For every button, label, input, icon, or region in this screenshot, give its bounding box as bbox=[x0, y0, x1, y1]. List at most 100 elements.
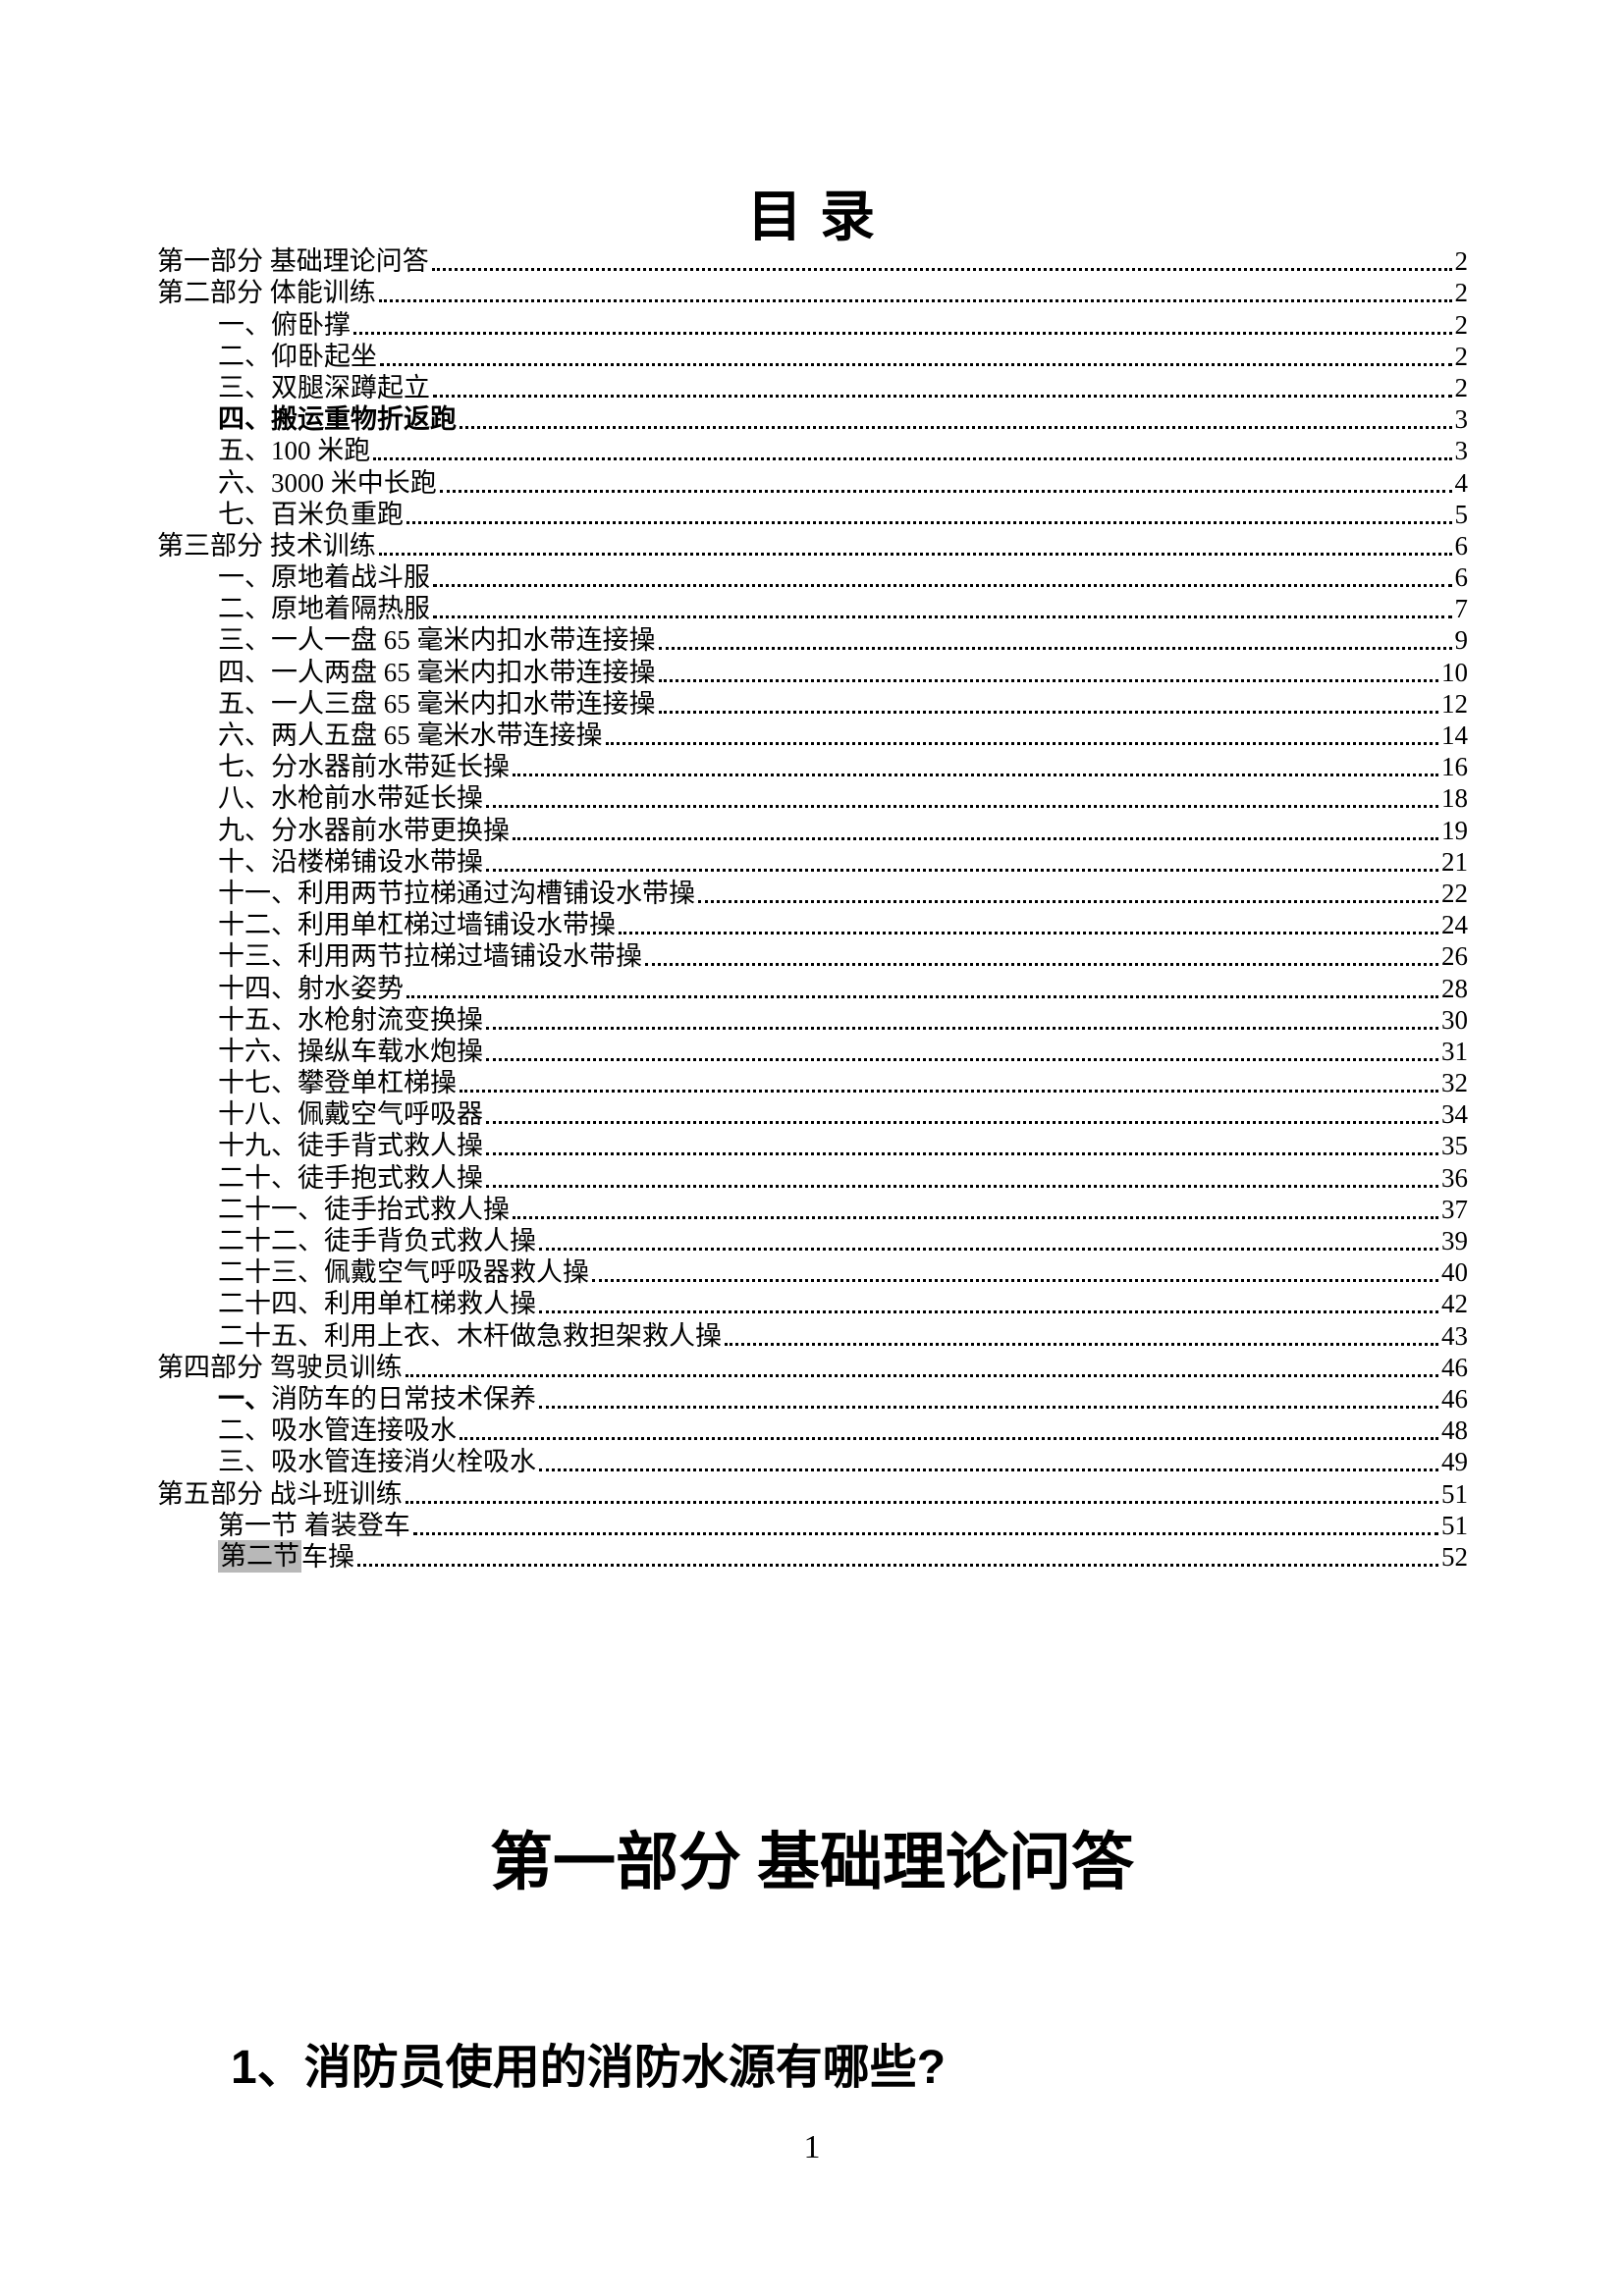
toc-entry[interactable]: 三、吸水管连接消火栓吸水 49 bbox=[157, 1446, 1468, 1477]
toc-entry-page-number: 2 bbox=[1454, 309, 1469, 340]
toc-entry[interactable]: 八、水枪前水带延长操 18 bbox=[157, 782, 1468, 814]
toc-dot-leader bbox=[486, 868, 1438, 872]
toc-entry[interactable]: 四、一人两盘 65 毫米内扣水带连接操 10 bbox=[157, 656, 1468, 687]
toc-dot-leader bbox=[460, 1089, 1438, 1094]
toc-entry[interactable]: 二十、徒手抱式救人操 36 bbox=[157, 1161, 1468, 1193]
toc-entry[interactable]: 第二节 车操 52 bbox=[157, 1539, 1468, 1573]
toc-entry[interactable]: 十九、徒手背式救人操 35 bbox=[157, 1130, 1468, 1161]
toc-entry[interactable]: 二十一、徒手抬式救人操 37 bbox=[157, 1194, 1468, 1225]
toc-dot-leader bbox=[592, 1278, 1438, 1283]
toc-entry-page-number: 3 bbox=[1454, 404, 1469, 435]
toc-entry[interactable]: 二十三、佩戴空气呼吸器救人操 40 bbox=[157, 1256, 1468, 1288]
toc-entry-label: 九、分水器前水带更换操 bbox=[218, 815, 510, 845]
toc-entry-label: 车操 bbox=[301, 1541, 354, 1572]
toc-entry-label: 一、原地着战斗服 bbox=[218, 562, 430, 593]
toc-entry-prefix: 一、 bbox=[218, 1383, 271, 1414]
toc-entry-page-number: 24 bbox=[1441, 910, 1468, 940]
toc-dot-leader bbox=[433, 614, 1452, 619]
toc-entry-label: 十九、徒手背式救人操 bbox=[218, 1131, 483, 1161]
toc-entry[interactable]: 二、仰卧起坐 2 bbox=[157, 341, 1468, 372]
toc-dot-leader bbox=[380, 362, 1452, 366]
toc-entry[interactable]: 一、原地着战斗服 6 bbox=[157, 561, 1468, 593]
toc-entry[interactable]: 三、双腿深蹲起立 2 bbox=[157, 372, 1468, 403]
toc-dot-leader bbox=[486, 1120, 1438, 1125]
toc-dot-leader bbox=[373, 456, 1452, 461]
toc-entry[interactable]: 一、 消防车的日常技术保养 46 bbox=[157, 1383, 1468, 1415]
toc-entry[interactable]: 二、原地着隔热服 7 bbox=[157, 593, 1468, 624]
toc-entry-label: 第五部分 战斗班训练 bbox=[157, 1478, 403, 1509]
toc-entry[interactable]: 一、俯卧撑 2 bbox=[157, 308, 1468, 340]
toc-entry-page-number: 46 bbox=[1441, 1352, 1468, 1382]
toc-entry-page-number: 28 bbox=[1441, 973, 1468, 1003]
toc-entry[interactable]: 第一节 着装登车 51 bbox=[157, 1510, 1468, 1541]
toc-entry-label: 第一节 着装登车 bbox=[218, 1510, 410, 1540]
toc-entry[interactable]: 十六、操纵车载水炮操 31 bbox=[157, 1036, 1468, 1067]
toc-entry[interactable]: 第四部分 驾驶员训练 46 bbox=[157, 1352, 1468, 1383]
toc-entry-page-number: 18 bbox=[1441, 783, 1468, 814]
toc-entry[interactable]: 四、搬运重物折返跑 3 bbox=[157, 403, 1468, 435]
toc-entry-page-number: 19 bbox=[1441, 815, 1468, 845]
toc-entry[interactable]: 十、沿楼梯铺设水带操 21 bbox=[157, 846, 1468, 878]
toc-entry-label: 二、仰卧起坐 bbox=[218, 341, 377, 371]
toc-entry-label: 二、原地着隔热服 bbox=[218, 594, 430, 624]
toc-entry[interactable]: 七、分水器前水带延长操 16 bbox=[157, 751, 1468, 782]
toc-entry-label: 二、吸水管连接吸水 bbox=[218, 1415, 457, 1446]
toc-entry-page-number: 30 bbox=[1441, 1004, 1468, 1035]
toc-entry-label: 三、双腿深蹲起立 bbox=[218, 372, 430, 402]
toc-entry-page-number: 32 bbox=[1441, 1068, 1468, 1098]
toc-entry-label: 三、吸水管连接消火栓吸水 bbox=[218, 1447, 536, 1477]
toc-entry[interactable]: 二十五、利用上衣、木杆做急救担架救人操 43 bbox=[157, 1319, 1468, 1351]
toc-entry[interactable]: 二十四、利用单杠梯救人操 42 bbox=[157, 1288, 1468, 1319]
toc-entry[interactable]: 第五部分 战斗班训练 51 bbox=[157, 1477, 1468, 1509]
toc-entry-page-number: 35 bbox=[1441, 1131, 1468, 1161]
toc-entry-label: 十五、水枪射流变换操 bbox=[218, 1004, 483, 1035]
section-heading: 第一部分 基础理论问答 bbox=[490, 1828, 1134, 1897]
toc-dot-leader bbox=[406, 994, 1438, 998]
toc-entry-label: 五、100 米跑 bbox=[218, 436, 371, 466]
toc-entry[interactable]: 二、吸水管连接吸水 48 bbox=[157, 1415, 1468, 1446]
toc-entry[interactable]: 十四、射水姿势 28 bbox=[157, 972, 1468, 1003]
toc-entry-label: 二十四、利用单杠梯救人操 bbox=[218, 1289, 536, 1319]
toc-dot-leader bbox=[539, 1309, 1438, 1314]
toc-entry-label: 七、分水器前水带延长操 bbox=[218, 752, 510, 782]
table-of-contents: 第一部分 基础理论问答 2 第二部分 体能训练 2 一、俯卧撑 2 二、仰卧起坐… bbox=[157, 245, 1468, 1573]
toc-entry[interactable]: 第一部分 基础理论问答 2 bbox=[157, 245, 1468, 277]
toc-entry[interactable]: 十七、攀登单杠梯操 32 bbox=[157, 1067, 1468, 1098]
toc-dot-leader bbox=[378, 298, 1452, 303]
toc-entry[interactable]: 第三部分 技术训练 6 bbox=[157, 530, 1468, 561]
toc-entry[interactable]: 十一、利用两节拉梯通过沟槽铺设水带操 22 bbox=[157, 878, 1468, 909]
toc-entry-page-number: 26 bbox=[1441, 941, 1468, 972]
toc-entry[interactable]: 十八、佩戴空气呼吸器 34 bbox=[157, 1098, 1468, 1130]
toc-entry-label: 第三部分 技术训练 bbox=[157, 530, 376, 561]
toc-entry-page-number: 52 bbox=[1441, 1541, 1468, 1572]
toc-entry[interactable]: 十三、利用两节拉梯过墙铺设水带操 26 bbox=[157, 940, 1468, 972]
toc-entry-page-number: 42 bbox=[1441, 1289, 1468, 1319]
toc-entry[interactable]: 第二部分 体能训练 2 bbox=[157, 277, 1468, 308]
toc-dot-leader bbox=[605, 741, 1438, 745]
toc-entry[interactable]: 十五、水枪射流变换操 30 bbox=[157, 1004, 1468, 1036]
toc-entry[interactable]: 十二、利用单杠梯过墙铺设水带操 24 bbox=[157, 909, 1468, 940]
toc-entry-label: 二十二、徒手背负式救人操 bbox=[218, 1226, 536, 1255]
toc-entry-label: 六、两人五盘 65 毫米水带连接操 bbox=[218, 721, 603, 750]
toc-entry[interactable]: 六、两人五盘 65 毫米水带连接操 14 bbox=[157, 720, 1468, 751]
toc-entry-label: 一、俯卧撑 bbox=[218, 309, 351, 340]
toc-entry-label: 五、一人三盘 65 毫米内扣水带连接操 bbox=[218, 688, 656, 719]
toc-entry-label: 六、3000 米中长跑 bbox=[218, 467, 437, 498]
toc-entry[interactable]: 九、分水器前水带更换操 19 bbox=[157, 814, 1468, 845]
toc-entry-page-number: 2 bbox=[1454, 341, 1469, 371]
toc-entry-page-number: 2 bbox=[1454, 246, 1469, 277]
toc-entry[interactable]: 五、100 米跑 3 bbox=[157, 435, 1468, 466]
toc-entry[interactable]: 五、一人三盘 65 毫米内扣水带连接操 12 bbox=[157, 688, 1468, 720]
toc-entry-page-number: 51 bbox=[1441, 1510, 1468, 1540]
toc-entry-label: 七、百米负重跑 bbox=[218, 499, 404, 529]
toc-entry[interactable]: 三、一人一盘 65 毫米内扣水带连接操 9 bbox=[157, 624, 1468, 656]
toc-dot-leader bbox=[658, 710, 1438, 714]
toc-dot-leader bbox=[433, 394, 1452, 398]
toc-entry[interactable]: 二十二、徒手背负式救人操 39 bbox=[157, 1225, 1468, 1256]
toc-dot-leader bbox=[486, 1184, 1438, 1188]
toc-dot-leader bbox=[378, 552, 1452, 556]
toc-entry[interactable]: 六、3000 米中长跑 4 bbox=[157, 466, 1468, 498]
toc-dot-leader bbox=[725, 1342, 1438, 1346]
toc-entry[interactable]: 七、百米负重跑 5 bbox=[157, 499, 1468, 530]
toc-dot-leader bbox=[645, 962, 1438, 967]
